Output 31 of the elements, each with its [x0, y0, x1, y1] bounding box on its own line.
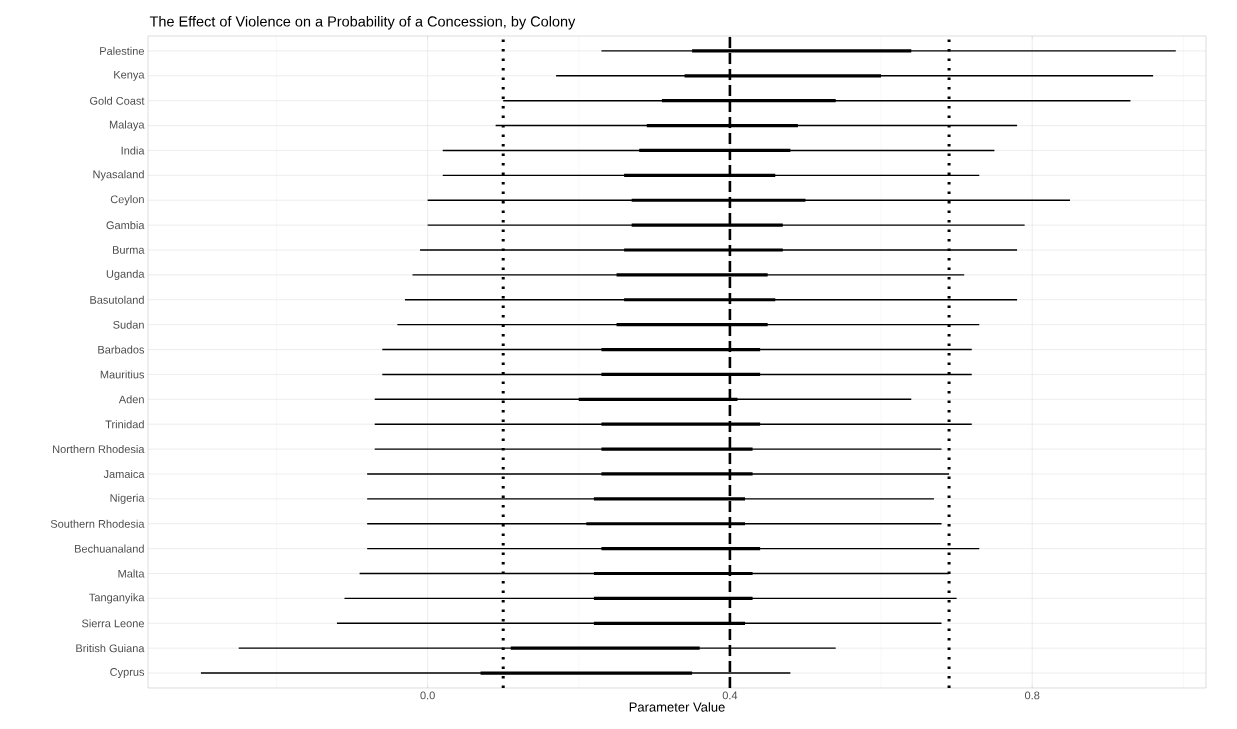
y-tick-label: India: [121, 146, 145, 155]
y-tick-label: Ceylon: [110, 195, 144, 206]
x-tick-label: 0.4: [722, 691, 738, 700]
y-tick-label: Palestine: [100, 46, 144, 55]
y-tick-label: Mauritius: [100, 370, 145, 379]
y-tick-label: Bechuanaland: [75, 544, 144, 553]
y-tick-label: Basutoland: [90, 295, 144, 304]
x-tick-label: 0.8: [1024, 691, 1040, 700]
x-axis-title: Parameter Value: [629, 702, 725, 712]
y-tick-label: Jamaica: [103, 469, 145, 479]
chart-title: The Effect of Violence on a Probability of a Concession, by Colony: [149, 15, 576, 30]
y-tick-label: Malaya: [109, 120, 145, 131]
y-tick-label: Aden: [118, 395, 144, 404]
y-tick-label: Uganda: [106, 269, 145, 281]
y-tick-label: British Guiana: [76, 644, 145, 653]
y-tick-label: Malta: [118, 569, 145, 578]
y-tick-label: Sudan: [113, 320, 144, 329]
y-tick-label: Sierra Leone: [82, 619, 144, 628]
y-tick-label: Burma: [113, 246, 145, 254]
y-tick-label: Gambia: [106, 221, 145, 230]
y-tick-label: Nigeria: [110, 493, 145, 504]
y-tick-label: Northern Rhodesia: [53, 445, 145, 454]
y-tick-label: Kenya: [114, 70, 145, 81]
y-tick-label: Trinidad: [105, 420, 144, 429]
y-tick-label: Barbados: [98, 345, 145, 354]
y-tick-label: Southern Rhodesia: [50, 519, 145, 528]
y-tick-label: Gold Coast: [90, 96, 145, 105]
y-tick-label: Cyprus: [110, 668, 145, 679]
y-tick-label: Tanganyika: [89, 593, 145, 604]
x-tick-label: 0.0: [420, 691, 435, 700]
y-tick-label: Nyasaland: [93, 170, 144, 181]
